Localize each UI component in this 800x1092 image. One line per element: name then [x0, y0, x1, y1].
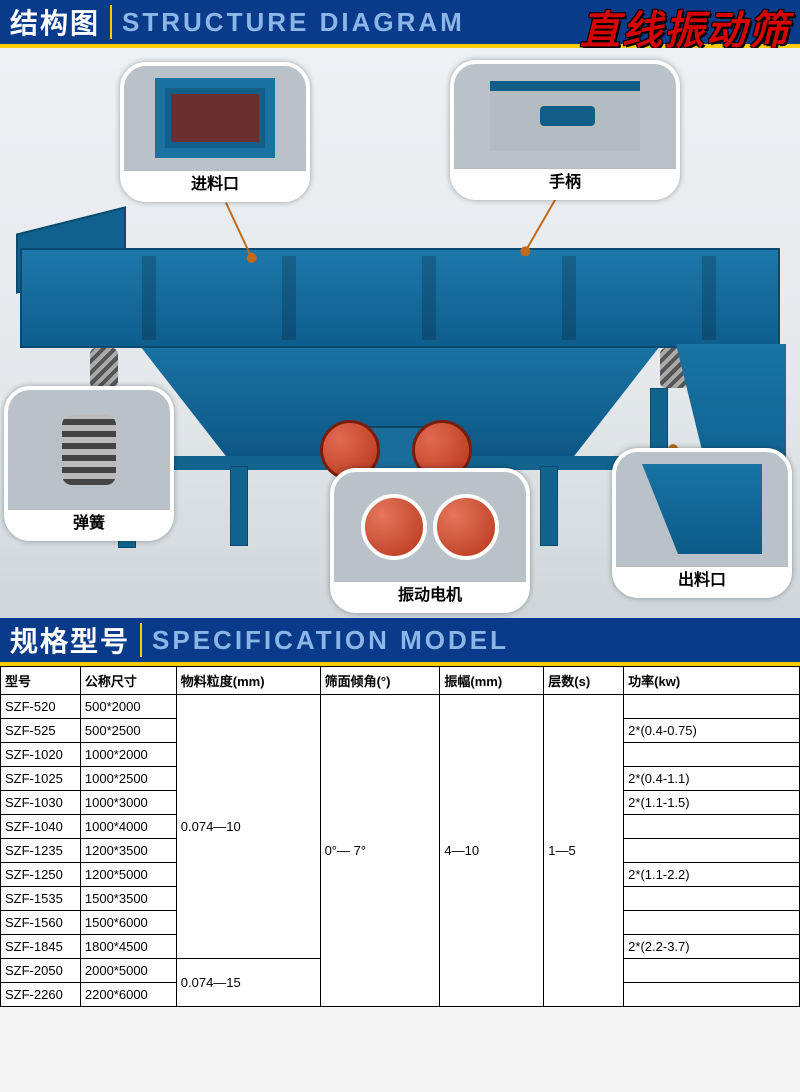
table-cell: 500*2500: [80, 719, 176, 743]
table-cell: 0°— 7°: [320, 695, 440, 1007]
table-cell: SZF-1560: [1, 911, 81, 935]
table-cell: SZF-520: [1, 695, 81, 719]
table-cell: 500*2000: [80, 695, 176, 719]
table-cell: 0.074—15: [176, 959, 320, 1007]
callout-motor: 振动电机: [330, 468, 530, 613]
table-header: 物料粒度(mm): [176, 667, 320, 695]
table-cell: [624, 839, 800, 863]
table-cell: [624, 695, 800, 719]
table-cell: 2*(1.1-2.2): [624, 863, 800, 887]
callout-outlet: 出料口: [612, 448, 792, 598]
table-cell: 2000*5000: [80, 959, 176, 983]
table-cell: [624, 887, 800, 911]
table-cell: SZF-1025: [1, 767, 81, 791]
table-cell: 2*(1.1-1.5): [624, 791, 800, 815]
table-cell: 1000*2000: [80, 743, 176, 767]
structure-header-en: STRUCTURE DIAGRAM: [122, 7, 465, 38]
table-cell: [624, 983, 800, 1007]
spec-table: 型号公称尺寸物料粒度(mm)筛面倾角(°)振幅(mm)层数(s)功率(kw) S…: [0, 666, 800, 1007]
callout-inlet-label: 进料口: [124, 170, 306, 198]
table-cell: 2*(0.4-1.1): [624, 767, 800, 791]
table-cell: SZF-1250: [1, 863, 81, 887]
table-cell: [624, 815, 800, 839]
table-cell: 1—5: [544, 695, 624, 1007]
structure-diagram: 进料口 手柄 弹簧 振动电机 出料口: [0, 48, 800, 618]
table-header: 型号: [1, 667, 81, 695]
table-cell: 2*(2.2-3.7): [624, 935, 800, 959]
table-cell: SZF-2260: [1, 983, 81, 1007]
header-divider-icon: [140, 623, 142, 657]
spec-header-cn: 规格型号: [10, 620, 130, 660]
structure-header-cn: 结构图: [10, 2, 100, 42]
callout-inlet: 进料口: [120, 62, 310, 202]
table-cell: SZF-2050: [1, 959, 81, 983]
table-cell: 1200*5000: [80, 863, 176, 887]
table-cell: SZF-1030: [1, 791, 81, 815]
table-cell: SZF-1040: [1, 815, 81, 839]
callout-handle: 手柄: [450, 60, 680, 200]
table-header: 功率(kw): [624, 667, 800, 695]
table-cell: 0.074—10: [176, 695, 320, 959]
table-cell: SZF-525: [1, 719, 81, 743]
table-cell: SZF-1235: [1, 839, 81, 863]
table-header: 层数(s): [544, 667, 624, 695]
table-cell: [624, 911, 800, 935]
table-cell: 2200*6000: [80, 983, 176, 1007]
table-cell: 1500*6000: [80, 911, 176, 935]
table-cell: SZF-1535: [1, 887, 81, 911]
table-cell: SZF-1020: [1, 743, 81, 767]
table-header: 公称尺寸: [80, 667, 176, 695]
callout-handle-label: 手柄: [454, 168, 676, 196]
table-cell: 1000*3000: [80, 791, 176, 815]
table-cell: 1000*4000: [80, 815, 176, 839]
table-cell: [624, 743, 800, 767]
table-cell: 1200*3500: [80, 839, 176, 863]
table-cell: 1800*4500: [80, 935, 176, 959]
callout-spring: 弹簧: [4, 386, 174, 541]
table-cell: SZF-1845: [1, 935, 81, 959]
callout-spring-label: 弹簧: [8, 509, 170, 537]
table-cell: [624, 959, 800, 983]
table-header: 筛面倾角(°): [320, 667, 440, 695]
table-cell: 1000*2500: [80, 767, 176, 791]
callout-outlet-label: 出料口: [616, 566, 788, 594]
spec-header: 规格型号 SPECIFICATION MODEL: [0, 618, 800, 666]
table-cell: 2*(0.4-0.75): [624, 719, 800, 743]
table-header: 振幅(mm): [440, 667, 544, 695]
callout-motor-label: 振动电机: [334, 581, 526, 609]
header-divider-icon: [110, 5, 112, 39]
table-cell: 4—10: [440, 695, 544, 1007]
table-cell: 1500*3500: [80, 887, 176, 911]
table-row: SZF-520500*20000.074—100°— 7°4—101—5: [1, 695, 800, 719]
spec-header-en: SPECIFICATION MODEL: [152, 625, 509, 656]
